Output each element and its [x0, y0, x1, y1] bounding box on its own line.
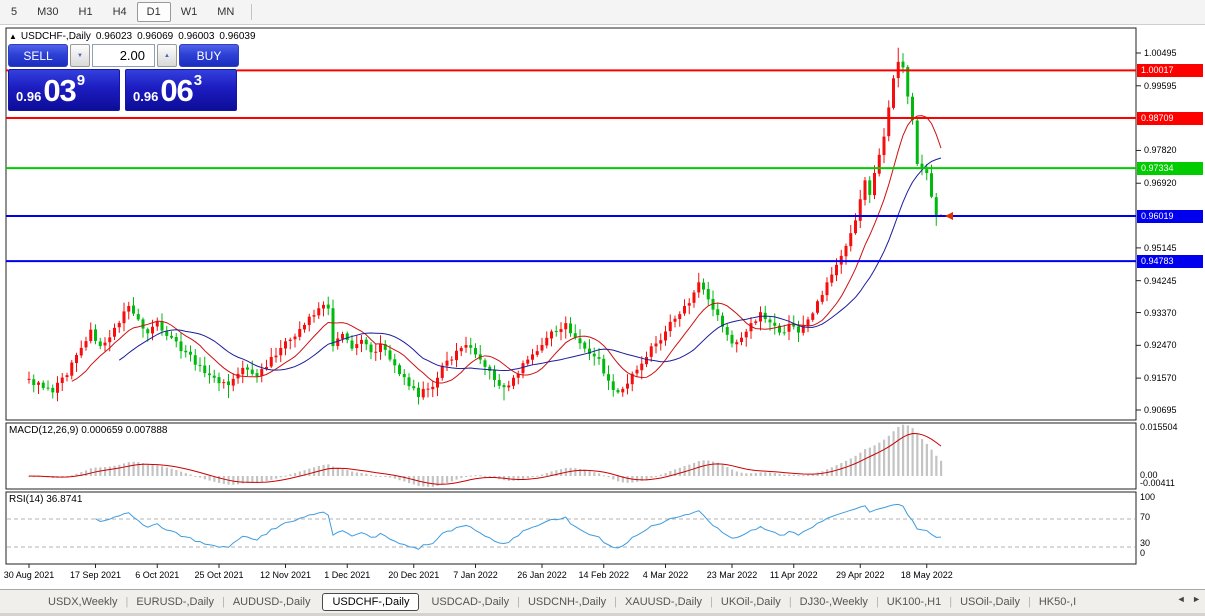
tab-separator: |	[1027, 595, 1031, 608]
rsi-axis-label: 0	[1140, 548, 1146, 558]
sell-price-display[interactable]: 0.96 03 9	[8, 69, 120, 111]
buy-button[interactable]: BUY	[179, 44, 239, 67]
chart-tab-usdchf-daily[interactable]: USDCHF-,Daily	[322, 592, 420, 611]
date-axis-label: 18 May 2022	[900, 570, 953, 580]
sell-button[interactable]: SELL	[8, 44, 68, 67]
date-axis-label: 14 Feb 2022	[578, 570, 630, 580]
ohlc-open: 0.96023	[95, 31, 133, 42]
tab-separator: |	[788, 595, 792, 608]
timeframe-button-m30[interactable]: M30	[37, 6, 59, 18]
sell-price-point: 9	[76, 72, 86, 89]
timeframe-button-5[interactable]: 5	[11, 6, 18, 18]
chart-tab-xauusd-daily[interactable]: XAUUSD-,Daily	[625, 595, 703, 608]
y-axis-label: 0.92470	[1144, 340, 1177, 351]
rsi-axis-label: 30	[1140, 538, 1151, 548]
macd-axis-label: 0.015504	[1140, 422, 1178, 432]
date-axis-label: 12 Nov 2021	[259, 570, 312, 580]
buy-price-pips: 06	[160, 73, 193, 108]
y-axis-label: 1.00495	[1144, 48, 1177, 58]
macd-axis-label: 0.00	[1140, 469, 1158, 480]
tab-separator: |	[875, 595, 879, 608]
macd-axis-label: -0.00411	[1140, 477, 1175, 488]
y-axis-label: 0.90695	[1144, 405, 1177, 415]
timeframe-button-mn[interactable]: MN	[217, 6, 235, 18]
chart-tab-audusd-daily[interactable]: AUDUSD-,Daily	[232, 595, 311, 608]
y-axis-label: 0.94245	[1144, 275, 1177, 286]
price-line-badge: 0.94783	[1137, 254, 1203, 268]
date-axis-label: 29 Apr 2022	[835, 570, 885, 580]
chart-tab-dj30-weekly[interactable]: DJ30-,Weekly	[799, 595, 868, 608]
chart-tab-eurusd-daily[interactable]: EURUSD-,Daily	[136, 595, 214, 608]
chart-tab-bar: USDX,Weekly | EURUSD-,Daily | AUDUSD-,Daily U…	[0, 589, 1205, 613]
ohlc-low: 0.96003	[178, 31, 215, 42]
volume-input[interactable]: 2.00	[92, 44, 155, 67]
date-axis-label: 17 Sep 2021	[69, 570, 122, 580]
price-line-badge: 0.96019	[1137, 209, 1203, 223]
date-axis-label: 20 Dec 2021	[388, 570, 440, 580]
chart-tab-usdx-weekly[interactable]: USDX,Weekly	[48, 595, 118, 608]
rsi-indicator-label: RSI(14) 36.8741	[9, 494, 83, 505]
macd-indicator-label: MACD(12,26,9) 0.000659 0.007888	[9, 425, 168, 436]
date-axis-label: 25 Oct 2021	[194, 570, 244, 580]
rsi-axis-label: 70	[1140, 512, 1151, 522]
y-axis-label: 0.93370	[1144, 307, 1177, 318]
window-bottom-edge	[0, 613, 1205, 616]
volume-decrease-button[interactable]: ▼	[70, 44, 90, 67]
date-axis-label: 23 Mar 2022	[706, 570, 758, 580]
sell-price-pips: 03	[43, 73, 76, 108]
timeframe-button-d1[interactable]: D1	[136, 2, 171, 22]
date-axis-label: 4 Mar 2022	[642, 570, 689, 580]
tabs-scroll-right-button[interactable]: ►	[1192, 594, 1201, 604]
tab-separator: |	[614, 595, 618, 608]
y-axis-label: 0.96920	[1144, 178, 1177, 189]
chart-ohlc-header: ▲ USDCHF-,Daily 0.96023 0.96069 0.96003 0.960…	[9, 31, 261, 42]
ohlc-high: 0.96069	[137, 31, 174, 42]
price-line-badge: 0.97334	[1137, 161, 1203, 175]
date-axis-label: 7 Jan 2022	[453, 570, 498, 580]
buy-price-prefix: 0.96	[133, 89, 159, 104]
chart-tab-hk50-i[interactable]: HK50-,I	[1038, 595, 1077, 608]
date-axis-label: 30 Aug 2021	[3, 570, 55, 580]
tab-separator: |	[125, 595, 129, 608]
volume-increase-button[interactable]: ▲	[157, 44, 177, 67]
price-line-badge: 1.00017	[1137, 63, 1203, 77]
chart-tab-usdcnh-daily[interactable]: USDCNH-,Daily	[527, 595, 607, 608]
y-axis-label: 0.99595	[1144, 80, 1177, 91]
y-axis-label: 0.95145	[1144, 242, 1177, 253]
one-click-trading-panel: SELL ▼ 2.00 ▲ BUY 0.96 03 9 0.96 06 3	[8, 44, 239, 111]
chart-symbol-label: USDCHF-,Daily	[20, 31, 91, 42]
chart-tab-uk100-h1[interactable]: UK100-,H1	[886, 595, 942, 608]
sell-price-prefix: 0.96	[16, 89, 42, 104]
tabs-scroll-left-button[interactable]: ◄	[1176, 594, 1186, 604]
y-axis-label: 0.97820	[1144, 145, 1177, 156]
buy-price-display[interactable]: 0.96 06 3	[125, 69, 237, 111]
tab-scroll-buttons: ◄ ►	[1173, 594, 1201, 604]
chart-tab-usdcad-daily[interactable]: USDCAD-,Daily	[431, 595, 510, 608]
collapse-arrow-icon[interactable]: ▲	[9, 32, 17, 41]
date-axis-label: 6 Oct 2021	[135, 570, 180, 580]
date-axis-label: 26 Jan 2022	[517, 570, 567, 580]
tab-separator: |	[517, 595, 520, 608]
buy-price-point: 3	[193, 72, 203, 89]
timeframe-toolbar: 5 M30 H1 H4 D1 W1 MN	[0, 0, 1205, 25]
chart-tab-ukoil-daily[interactable]: UKOil-,Daily	[720, 595, 781, 608]
rsi-axis-label: 100	[1140, 492, 1156, 502]
timeframe-button-w1[interactable]: W1	[180, 6, 198, 18]
date-axis-label: 1 Dec 2021	[324, 570, 371, 580]
ohlc-close: 0.96039	[219, 31, 256, 42]
toolbar-separator	[251, 4, 253, 20]
y-axis-label: 0.91570	[1144, 373, 1177, 384]
timeframe-button-h4[interactable]: H4	[112, 6, 127, 18]
tab-separator: |	[949, 595, 953, 608]
date-axis-label: 11 Apr 2022	[769, 570, 818, 580]
tab-separator: |	[710, 595, 713, 608]
price-line-badge: 0.98709	[1137, 111, 1203, 125]
chart-tab-usoil-daily[interactable]: USOil-,Daily	[960, 595, 1020, 608]
tab-separator: |	[221, 595, 225, 608]
timeframe-button-h1[interactable]: H1	[78, 6, 93, 18]
